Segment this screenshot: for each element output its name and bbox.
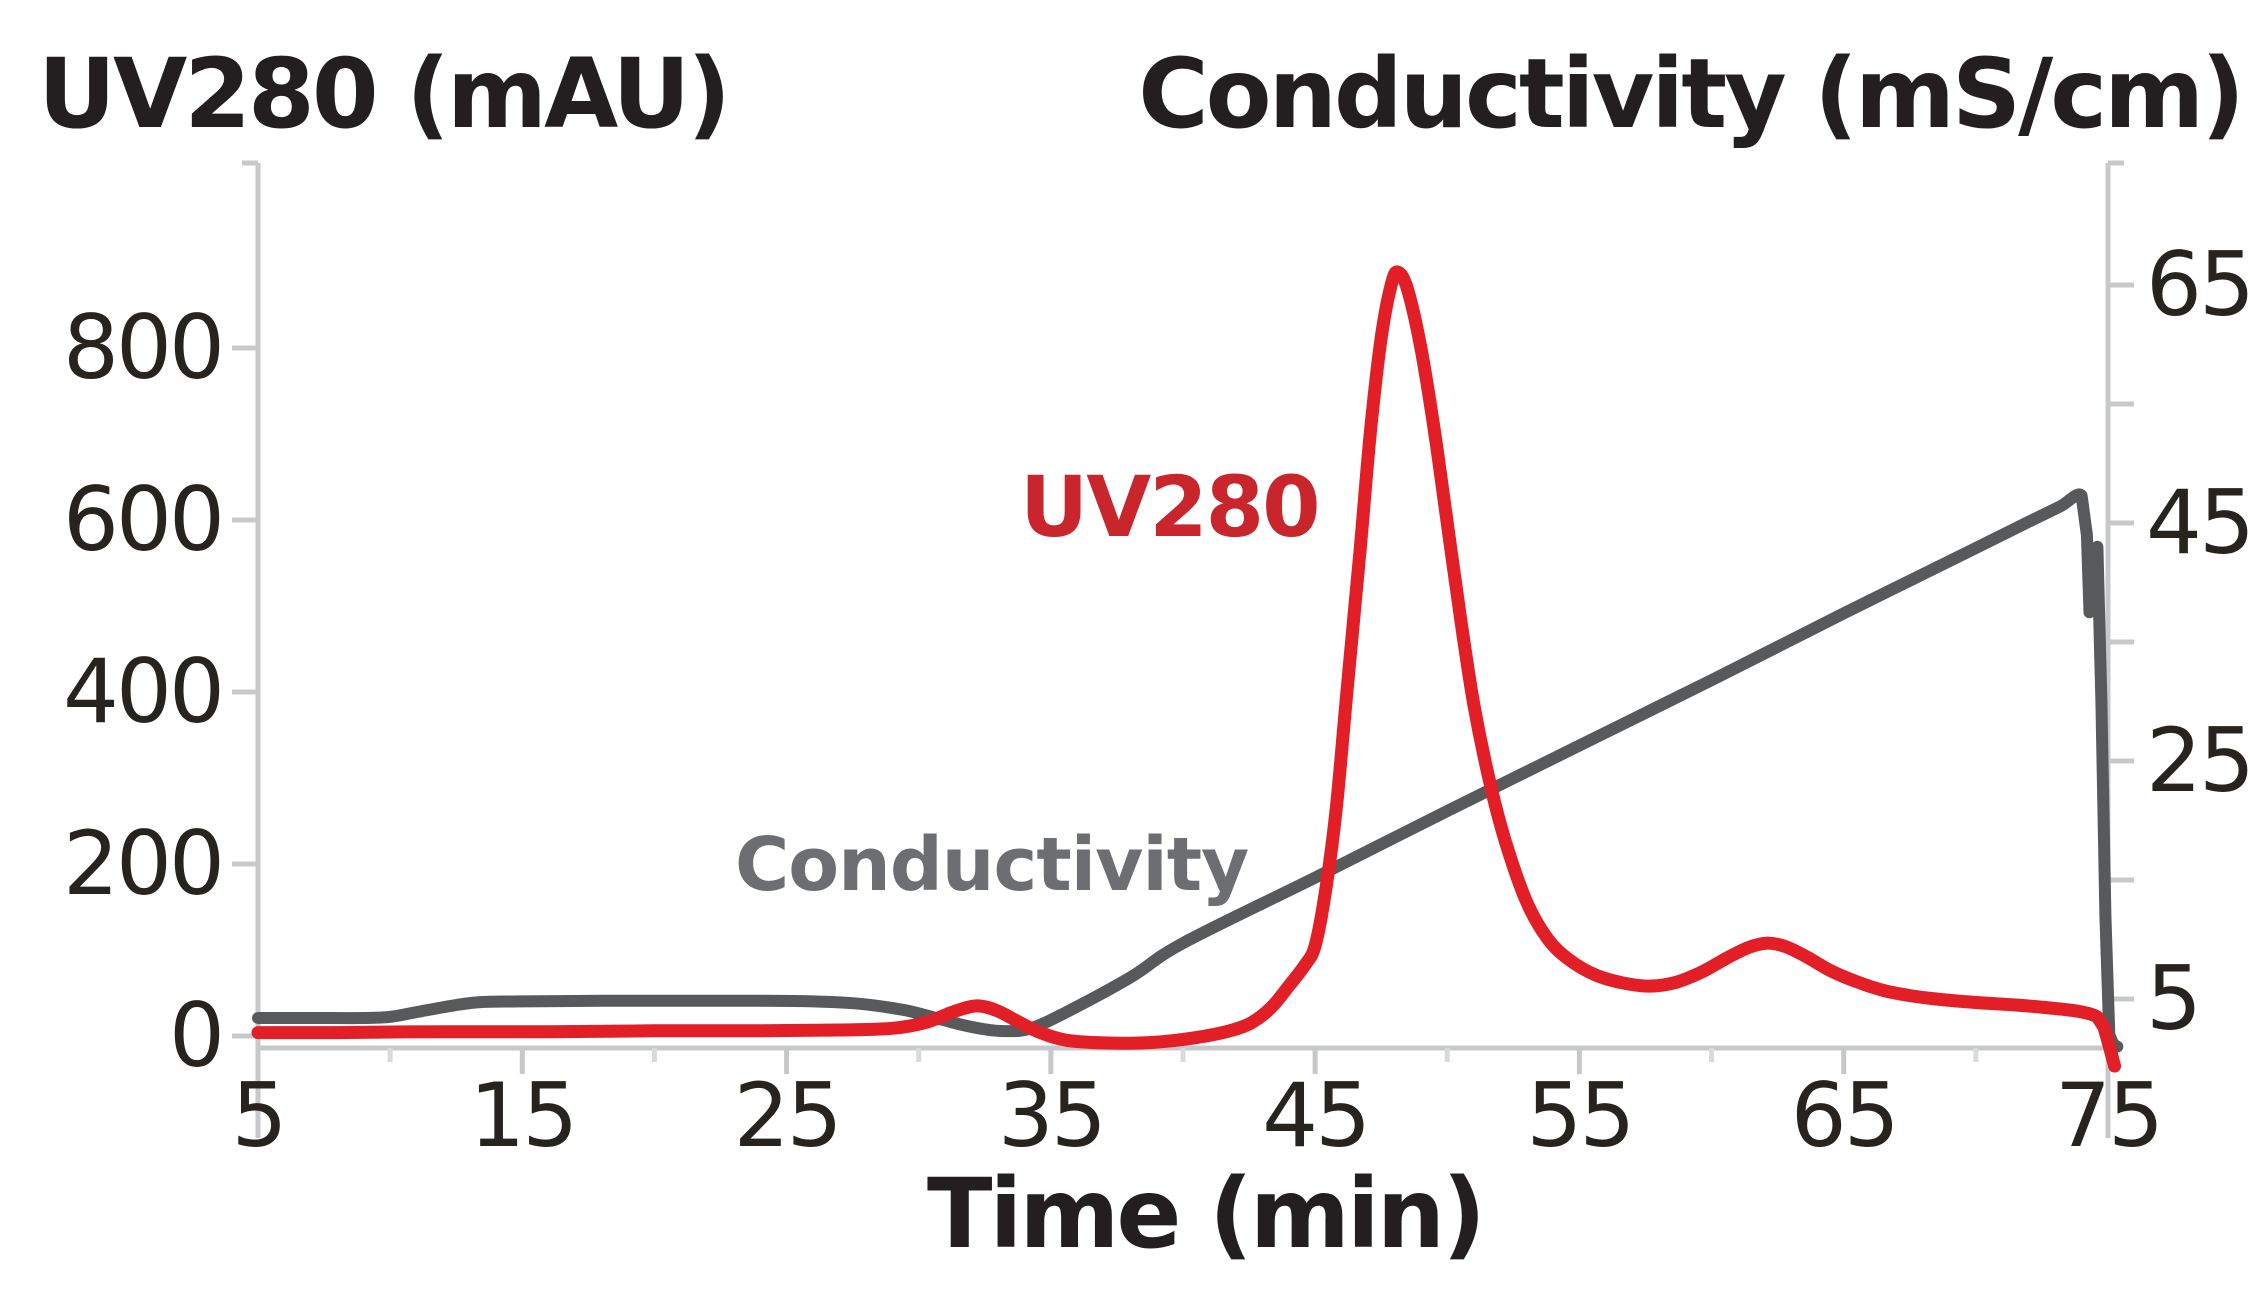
conductivity-series-label: Conductivity bbox=[735, 822, 1249, 908]
left-axis-tick-label: 400 bbox=[63, 640, 222, 743]
left-axis-tick-label: 600 bbox=[63, 468, 222, 571]
left-axis-tick-label: 200 bbox=[63, 812, 222, 915]
right-axis-tick-label: 25 bbox=[2146, 709, 2250, 812]
right-axis-tick-label: 45 bbox=[2146, 471, 2250, 574]
conductivity-curve bbox=[252, 488, 2124, 1053]
x-axis-tick-label: 65 bbox=[1791, 1064, 1897, 1167]
x-axis-tick-label: 15 bbox=[469, 1064, 575, 1167]
left-axis-title: UV280 (mAU) bbox=[38, 38, 731, 150]
right-axis-tick-label: 5 bbox=[2146, 947, 2199, 1050]
x-axis-tick-label: 75 bbox=[2055, 1064, 2161, 1167]
x-axis-tick-label: 45 bbox=[1262, 1064, 1368, 1167]
uv280-curve bbox=[251, 265, 2122, 1073]
uv280-series-label: UV280 bbox=[1020, 458, 1321, 556]
right-axis-title: Conductivity (mS/cm) bbox=[1138, 38, 2245, 150]
left-axis-tick-label: 800 bbox=[63, 296, 222, 399]
left-axis-tick-label: 0 bbox=[169, 984, 222, 1087]
x-axis-tick-label: 5 bbox=[232, 1064, 285, 1167]
x-axis-title: Time (min) bbox=[927, 1158, 1486, 1270]
right-axis-tick-label: 65 bbox=[2146, 233, 2250, 336]
x-axis-tick-label: 25 bbox=[734, 1064, 840, 1167]
x-axis-tick-label: 35 bbox=[998, 1064, 1104, 1167]
x-axis-tick-label: 55 bbox=[1526, 1064, 1632, 1167]
